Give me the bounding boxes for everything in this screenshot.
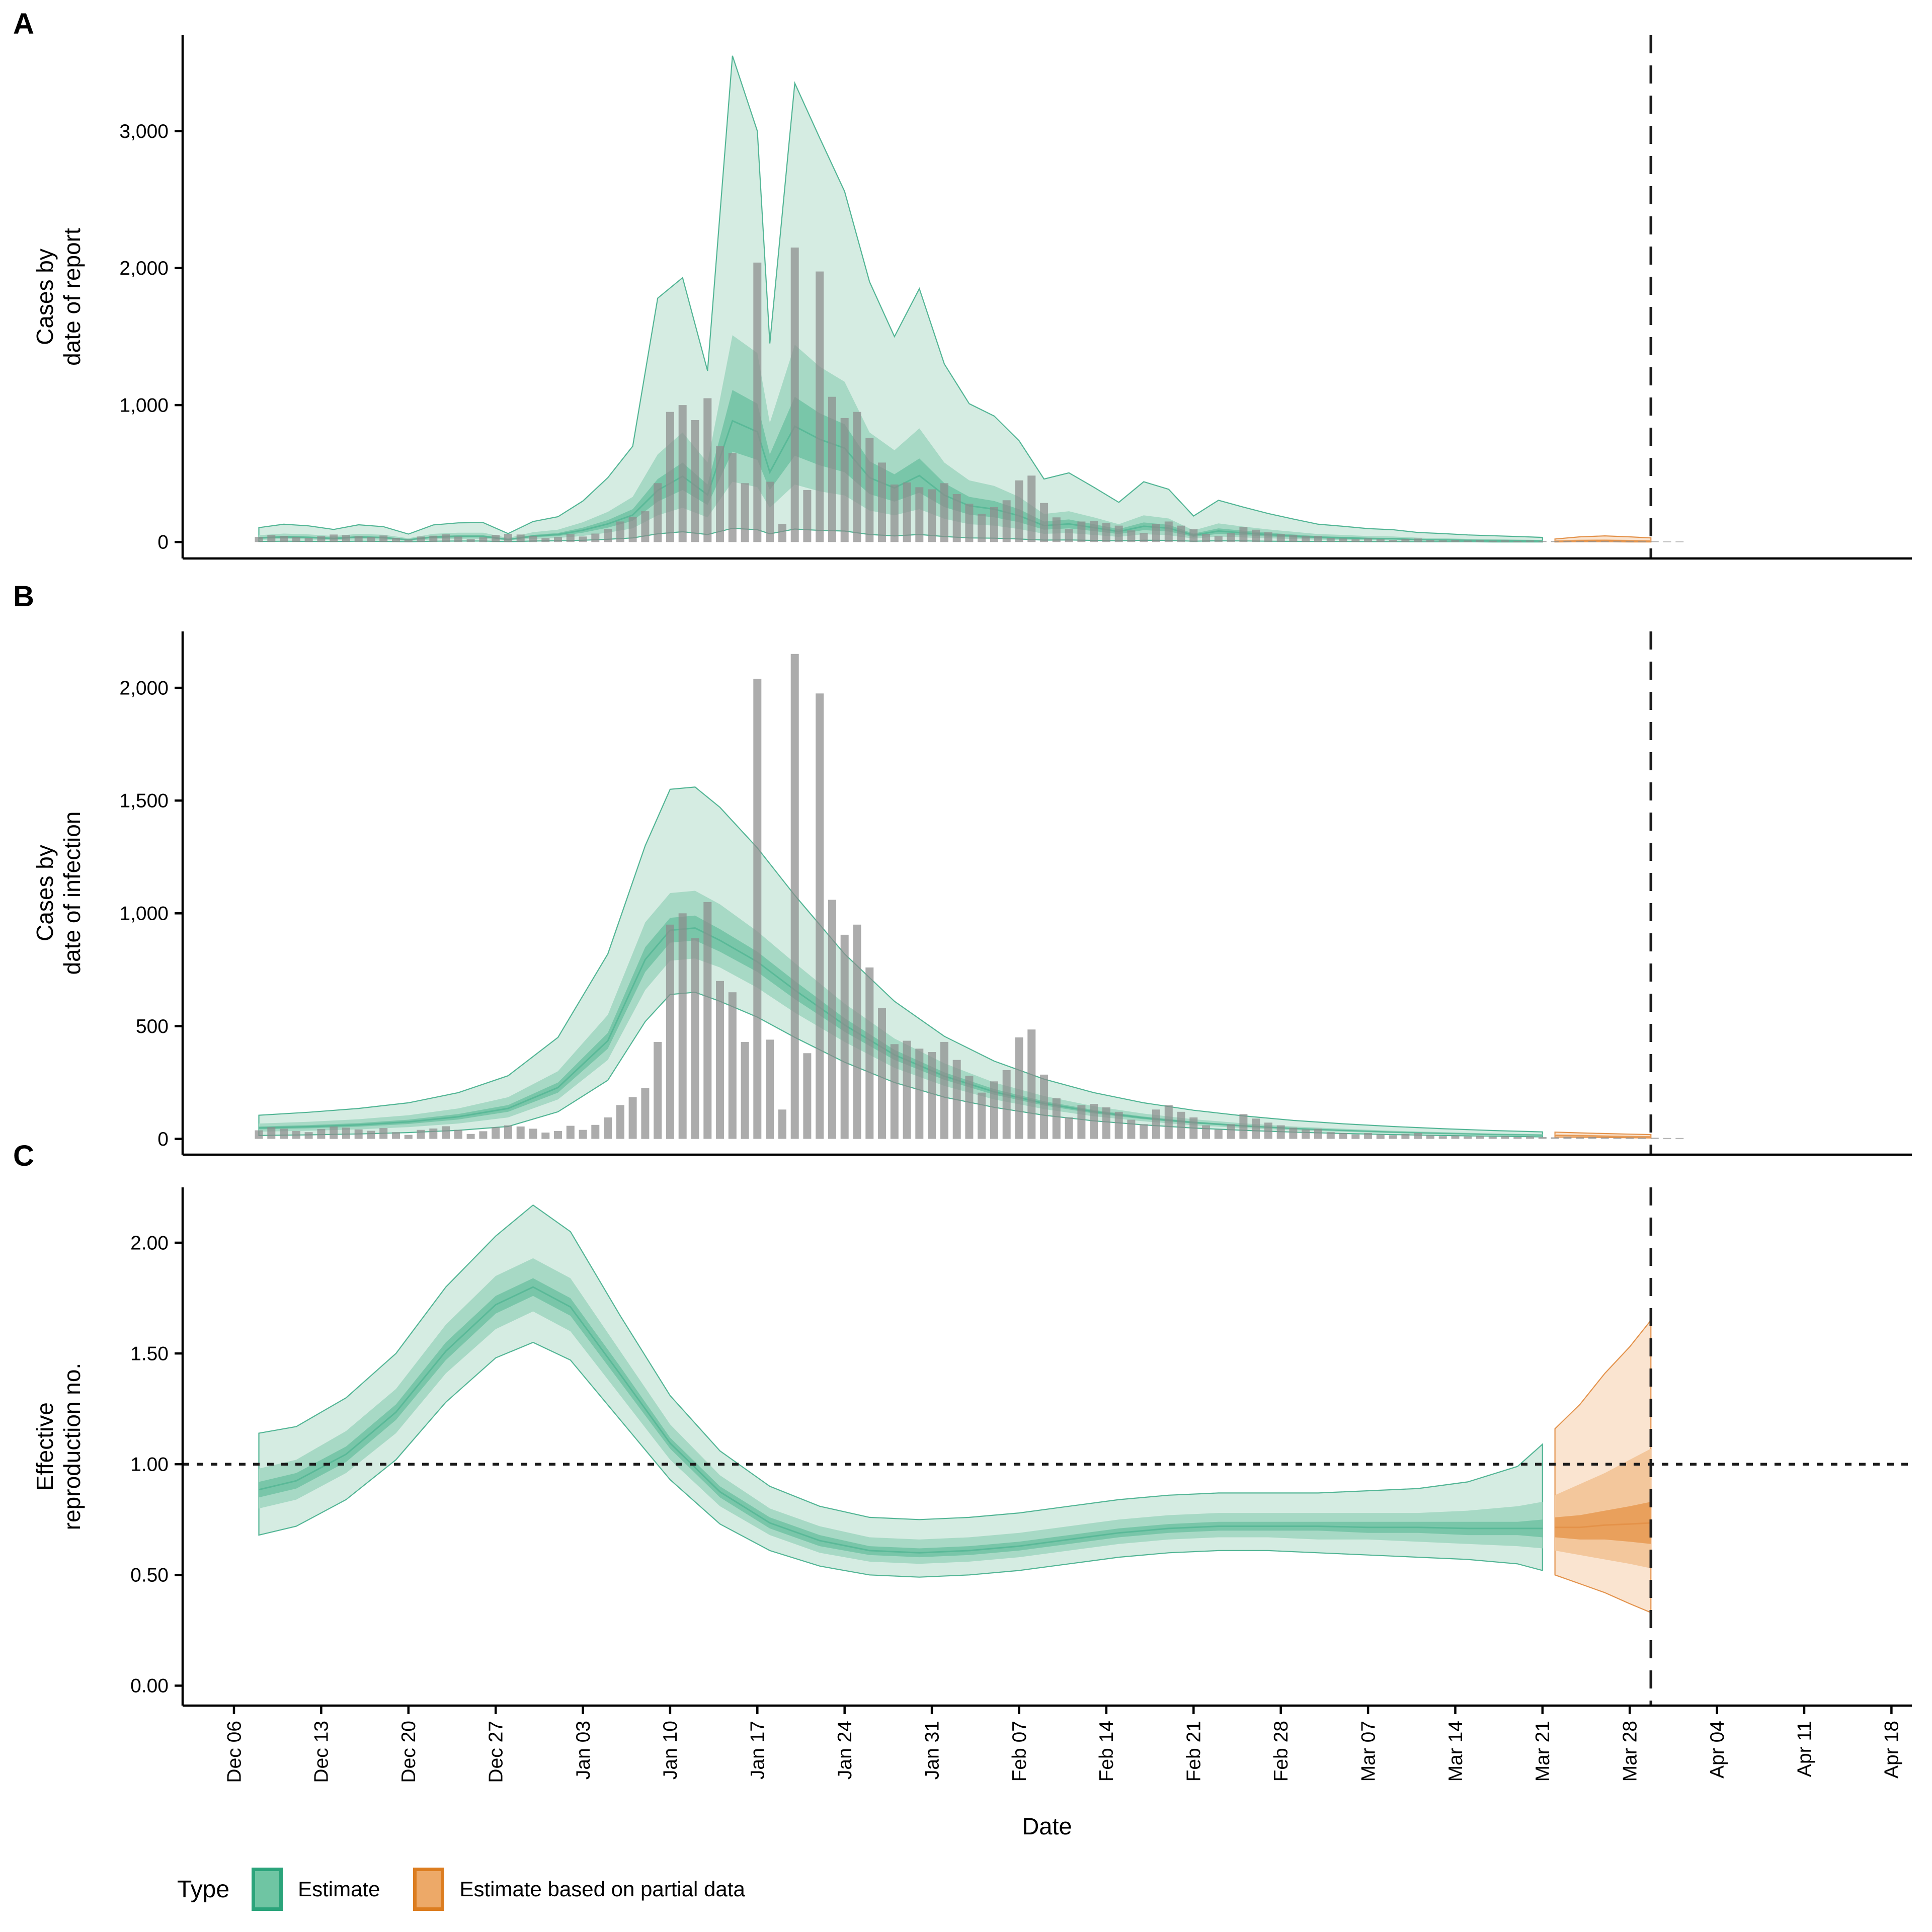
svg-text:Mar 14: Mar 14 [1445, 1721, 1467, 1782]
svg-text:2.00: 2.00 [130, 1232, 169, 1254]
svg-text:Dec 27: Dec 27 [485, 1721, 507, 1783]
panel-b-letter: B [13, 580, 34, 613]
svg-text:Mar 21: Mar 21 [1532, 1721, 1554, 1782]
panel-b-plot: 0 500 1,000 1,500 2,000 [119, 631, 1912, 1156]
svg-text:Feb 28: Feb 28 [1270, 1721, 1292, 1782]
legend-label-partial: Estimate based on partial data [459, 1877, 745, 1901]
x-axis-title: Date [1022, 1813, 1072, 1839]
svg-text:3,000: 3,000 [119, 121, 169, 142]
svg-text:Feb 07: Feb 07 [1009, 1721, 1030, 1782]
panel-a-plot: 0 1,000 2,000 3,000 [119, 35, 1912, 560]
svg-text:Jan 31: Jan 31 [921, 1721, 943, 1780]
svg-text:2,000: 2,000 [119, 677, 169, 699]
svg-text:Dec 06: Dec 06 [223, 1721, 245, 1783]
panel-c-plot: 0.00 0.50 1.00 1.50 2.00 [130, 1187, 1912, 1707]
svg-text:Apr 11: Apr 11 [1794, 1721, 1815, 1777]
svg-text:Jan 10: Jan 10 [660, 1721, 681, 1780]
svg-text:1,000: 1,000 [119, 394, 169, 416]
svg-text:Apr 04: Apr 04 [1707, 1721, 1728, 1779]
svg-text:1,000: 1,000 [119, 903, 169, 925]
legend-label-estimate: Estimate [298, 1877, 380, 1901]
y-axis-ticks: 0 500 1,000 1,500 2,000 [119, 677, 183, 1150]
panel-c-letter: C [13, 1140, 34, 1172]
svg-text:0: 0 [157, 1129, 169, 1150]
panel-axes [181, 35, 1912, 560]
svg-text:Jan 17: Jan 17 [747, 1721, 769, 1780]
svg-text:2,000: 2,000 [119, 258, 169, 279]
legend-swatch-partial [413, 1868, 445, 1911]
svg-text:1.50: 1.50 [130, 1343, 169, 1364]
svg-text:0.00: 0.00 [130, 1675, 169, 1697]
svg-text:1.00: 1.00 [130, 1454, 169, 1475]
svg-text:Feb 14: Feb 14 [1096, 1721, 1117, 1782]
panel-c-y-axis-title: Effective reproduction no. [32, 1362, 86, 1531]
svg-text:500: 500 [136, 1016, 169, 1037]
svg-text:0.50: 0.50 [130, 1565, 169, 1586]
panel-b-y-axis-title: Cases by date of infection [32, 811, 86, 975]
panel-a-y-axis-title: Cases by date of report [32, 228, 86, 366]
partial-estimate-ribbon [1554, 1318, 1652, 1614]
svg-text:Apr 18: Apr 18 [1881, 1721, 1903, 1779]
panel-a-letter: A [13, 8, 34, 40]
panel-axes [181, 631, 1912, 1156]
panel-axes [181, 1187, 1912, 1707]
svg-text:Feb 21: Feb 21 [1183, 1721, 1205, 1782]
estimate-ribbon [258, 786, 1543, 1138]
estimate-ribbon [258, 55, 1543, 543]
reported-cases-bars [255, 248, 1684, 542]
svg-text:Dec 20: Dec 20 [398, 1721, 420, 1783]
legend-swatch-estimate [252, 1868, 283, 1911]
svg-text:0: 0 [157, 532, 169, 553]
svg-text:Dec 13: Dec 13 [311, 1721, 333, 1783]
svg-text:Mar 28: Mar 28 [1619, 1721, 1641, 1782]
legend: Type Estimate Estimate based on partial … [177, 1868, 763, 1911]
reported-cases-bars [255, 654, 1684, 1139]
y-axis-ticks: 0.00 0.50 1.00 1.50 2.00 [130, 1232, 183, 1697]
svg-text:Jan 24: Jan 24 [834, 1721, 856, 1780]
y-axis-ticks: 0 1,000 2,000 3,000 [119, 121, 183, 553]
svg-text:Jan 03: Jan 03 [573, 1721, 594, 1780]
svg-text:Mar 07: Mar 07 [1357, 1721, 1379, 1782]
legend-title: Type [177, 1876, 230, 1903]
estimate-ribbon [258, 1204, 1543, 1578]
x-axis-ticks: Dec 06 Dec 13 Dec 20 Dec 27 Jan 03 Jan 10 Jan … [223, 1706, 1903, 1783]
svg-text:1,500: 1,500 [119, 790, 169, 812]
